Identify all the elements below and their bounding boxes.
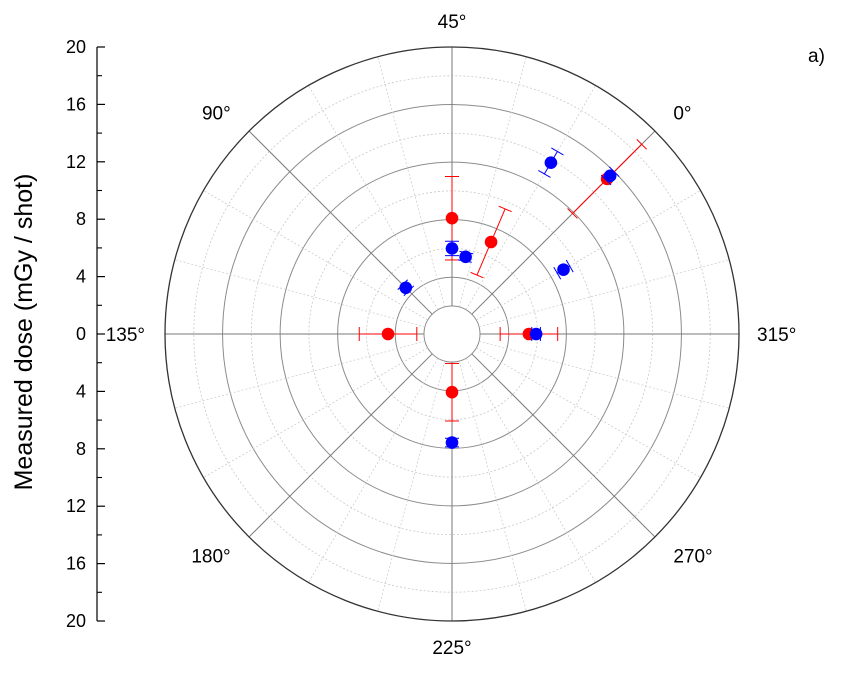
blue-data-point xyxy=(557,263,570,276)
error-bar-cap xyxy=(565,259,574,273)
red-data-point xyxy=(381,327,395,341)
error-bar-cap xyxy=(553,266,562,280)
angle-label: 225° xyxy=(432,638,471,659)
minor-grid-spoke xyxy=(377,360,446,612)
scale-tick-label: 12 xyxy=(66,496,86,516)
polar-grid xyxy=(164,46,740,622)
minor-grid-spoke xyxy=(476,190,701,321)
scale-tick-label: 4 xyxy=(76,267,86,287)
minor-grid-spoke xyxy=(377,56,446,308)
blue-data-point xyxy=(445,436,459,449)
minor-grid-spoke xyxy=(203,190,428,321)
blue-data-point xyxy=(399,281,413,295)
blue-data-point xyxy=(603,169,617,183)
angular-labels: 0° 45° 90° 135° 180° 225° 270° 315° xyxy=(106,12,797,659)
angle-label: 270° xyxy=(673,546,712,567)
minor-grid-spoke xyxy=(465,358,596,583)
angle-label: 45° xyxy=(438,12,467,33)
minor-grid-spoke xyxy=(478,259,730,328)
minor-grid-spoke xyxy=(174,259,426,328)
scale-tick-label: 8 xyxy=(76,209,86,229)
major-grid-spoke xyxy=(248,353,433,538)
outer-circle xyxy=(164,46,740,622)
scale-tick-label: 8 xyxy=(76,439,86,459)
radial-scale-axis: 20 16 12 8 4 0 4 8 12 16 20 xyxy=(66,37,105,631)
minor-grid-spoke xyxy=(203,347,428,478)
blue-data-point xyxy=(544,156,558,170)
major-grid-spoke xyxy=(471,353,656,538)
angle-label: 135° xyxy=(106,325,145,346)
angle-label: 180° xyxy=(191,546,230,567)
scale-tick-label: 20 xyxy=(66,611,86,631)
minor-grid-spoke xyxy=(308,358,439,583)
scale-tick-label: 4 xyxy=(76,381,86,401)
minor-grid-spoke xyxy=(308,85,439,310)
panel-label: a) xyxy=(808,46,825,67)
error-bar-cap xyxy=(498,205,512,213)
minor-grid-spoke xyxy=(458,56,527,308)
angle-label: 315° xyxy=(757,325,796,346)
scale-tick-label: 16 xyxy=(66,94,86,114)
angle-label: 0° xyxy=(673,104,691,125)
data-points xyxy=(358,138,648,449)
red-data-point xyxy=(484,235,498,249)
scale-tick-label: 12 xyxy=(66,152,86,172)
scale-tick-label: 20 xyxy=(66,37,86,57)
inner-circle xyxy=(423,305,481,363)
blue-data-point xyxy=(445,242,459,255)
minor-grid-spoke xyxy=(476,347,701,478)
scale-tick-label: 16 xyxy=(66,554,86,574)
error-bar-cap xyxy=(470,271,484,279)
blue-data-point xyxy=(459,250,472,264)
minor-grid-spoke xyxy=(458,360,527,612)
y-axis-label: Measured dose (mGy / shot) xyxy=(10,174,38,491)
error-bar-cap xyxy=(551,147,564,156)
red-data-point xyxy=(445,211,459,225)
scale-tick-label: 0 xyxy=(76,324,86,344)
minor-grid-spoke xyxy=(478,340,730,409)
error-bar-cap xyxy=(567,208,578,219)
error-bar-cap xyxy=(538,169,551,178)
angle-label: 90° xyxy=(202,104,231,125)
minor-grid-spoke xyxy=(465,85,596,310)
blue-data-point xyxy=(529,327,543,341)
error-bar-cap xyxy=(636,138,648,150)
red-data-point xyxy=(445,385,459,399)
minor-grid-spoke xyxy=(174,340,426,409)
